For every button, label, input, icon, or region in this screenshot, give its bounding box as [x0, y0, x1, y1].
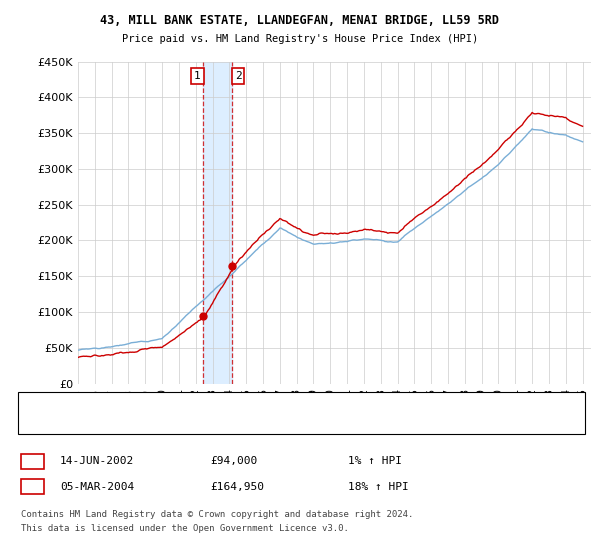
- Text: 2: 2: [235, 71, 241, 81]
- Text: 43, MILL BANK ESTATE, LLANDEGFAN, MENAI BRIDGE, LL59 5RD: 43, MILL BANK ESTATE, LLANDEGFAN, MENAI …: [101, 14, 499, 27]
- Text: 43, MILL BANK ESTATE, LLANDEGFAN, MENAI BRIDGE, LL59 5RD (detached house): 43, MILL BANK ESTATE, LLANDEGFAN, MENAI …: [63, 399, 492, 409]
- Text: 14-JUN-2002: 14-JUN-2002: [60, 456, 134, 466]
- Text: 1: 1: [194, 71, 201, 81]
- Text: £164,950: £164,950: [210, 482, 264, 492]
- Text: 18% ↑ HPI: 18% ↑ HPI: [348, 482, 409, 492]
- Text: Price paid vs. HM Land Registry's House Price Index (HPI): Price paid vs. HM Land Registry's House …: [122, 34, 478, 44]
- Text: 2: 2: [29, 482, 36, 492]
- Bar: [203, 62, 232, 384]
- Text: HPI: Average price, detached house, Isle of Anglesey: HPI: Average price, detached house, Isle…: [63, 417, 368, 427]
- Text: 05-MAR-2004: 05-MAR-2004: [60, 482, 134, 492]
- Text: 1: 1: [29, 456, 36, 466]
- Text: 1% ↑ HPI: 1% ↑ HPI: [348, 456, 402, 466]
- Text: Contains HM Land Registry data © Crown copyright and database right 2024.: Contains HM Land Registry data © Crown c…: [21, 510, 413, 519]
- Text: £94,000: £94,000: [210, 456, 257, 466]
- Text: This data is licensed under the Open Government Licence v3.0.: This data is licensed under the Open Gov…: [21, 524, 349, 533]
